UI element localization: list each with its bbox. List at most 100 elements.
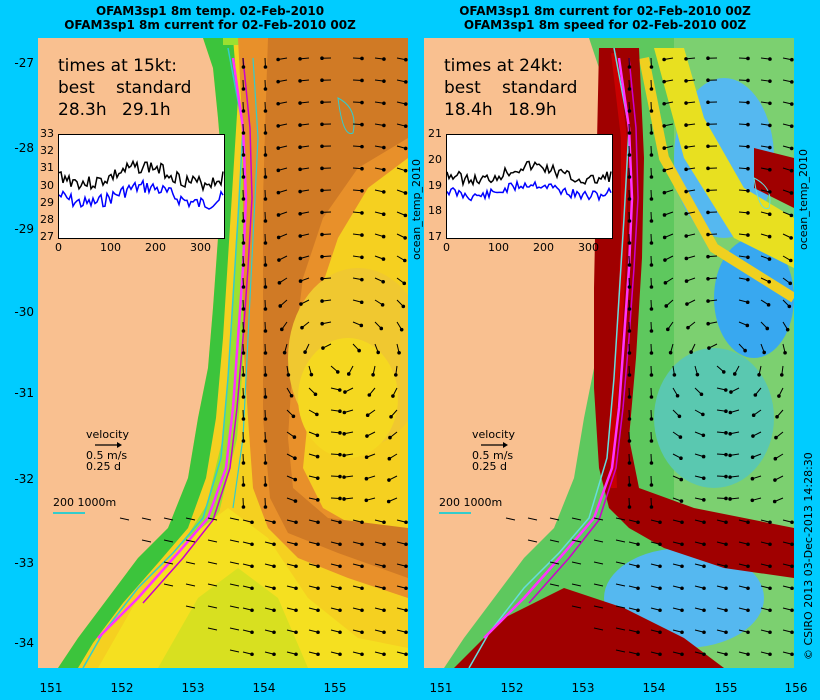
- velocity-arrow: [593, 627, 604, 631]
- velocity-arrow-head: [789, 191, 794, 195]
- velocity-arrow-head: [751, 413, 756, 418]
- velocity-arrow-head: [338, 409, 342, 414]
- velocity-arrow-head: [746, 255, 750, 260]
- velocity-arrow-head: [359, 323, 364, 328]
- velocity-arrow-head: [316, 520, 320, 525]
- velocity-arrow-head: [768, 145, 772, 150]
- velocity-arrow-head: [662, 213, 667, 217]
- velocity-arrow-head: [298, 189, 302, 194]
- velocity-arrow-head: [360, 78, 364, 83]
- y-tick-label: -31: [14, 386, 34, 400]
- velocity-arrow-head: [338, 586, 342, 591]
- velocity-arrow-head: [250, 652, 254, 657]
- velocity-arrow-head: [342, 475, 346, 479]
- x-tick-label: 153: [571, 681, 595, 695]
- right-col-standard: standard: [502, 78, 578, 98]
- velocity-arrow-head: [272, 520, 276, 525]
- velocity-arrow: [229, 649, 240, 653]
- velocity-arrow-head: [627, 373, 632, 377]
- x-tick-label: 151: [429, 681, 453, 695]
- inset-y-tick: 33: [40, 127, 54, 140]
- velocity-arrow-head: [788, 281, 793, 286]
- velocity-arrow-head: [276, 124, 281, 128]
- velocity-arrow-head: [401, 304, 406, 309]
- velocity-arrow-head: [313, 392, 318, 397]
- velocity-arrow-head: [662, 101, 666, 106]
- velocity-arrow-head: [649, 351, 654, 355]
- velocity-arrow-head: [382, 542, 386, 547]
- velocity-arrow-head: [298, 79, 302, 83]
- right-title-line1: OFAM3sp1 8m current for 02-Feb-2010 00Z: [459, 4, 751, 18]
- velocity-arrow-head: [767, 279, 771, 284]
- velocity-arrow-head: [684, 145, 688, 150]
- isobath-label: 200 1000m: [53, 496, 117, 509]
- velocity-arrow-head: [321, 346, 325, 350]
- right-velocity-time: 0.25 d: [472, 460, 507, 473]
- velocity-arrow-head: [241, 417, 246, 421]
- velocity-arrow-head: [387, 456, 392, 461]
- velocity-arrow-head: [768, 101, 772, 106]
- velocity-arrow-head: [768, 564, 772, 569]
- velocity-arrow-head: [767, 234, 772, 239]
- velocity-arrow-head: [320, 232, 324, 237]
- velocity-arrow-head: [276, 213, 281, 217]
- velocity-arrow-head: [745, 300, 750, 305]
- inset-y-tick: 27: [40, 230, 54, 243]
- velocity-arrow-head: [664, 304, 669, 308]
- velocity-arrow-head: [724, 542, 728, 547]
- velocity-arrow-head: [750, 476, 755, 481]
- velocity-arrow-head: [658, 652, 662, 657]
- velocity-arrow-head: [338, 608, 342, 613]
- left-map-panel[interactable]: times at 15kt: best standard 28.3h 29.1h…: [38, 38, 408, 668]
- velocity-arrow-head: [658, 630, 662, 635]
- velocity-arrow-head: [649, 439, 654, 443]
- velocity-arrow-head: [627, 439, 632, 443]
- velocity-arrow-head: [701, 476, 706, 480]
- velocity-arrow-head: [241, 219, 246, 223]
- velocity-arrow-head: [790, 586, 794, 591]
- inset-y-tick: 18: [428, 204, 442, 218]
- velocity-arrow-head: [338, 496, 342, 501]
- inset-x-tick: 100: [488, 241, 509, 254]
- velocity-arrow-head: [757, 372, 761, 377]
- velocity-arrow-head: [649, 241, 654, 245]
- velocity-arrow-head: [263, 241, 268, 245]
- right-map-panel[interactable]: times at 24kt: best standard 18.4h 18.9h…: [424, 38, 794, 668]
- velocity-arrow-head: [382, 652, 386, 657]
- velocity-arrow-head: [360, 652, 364, 657]
- inset-y-tick: 28: [40, 212, 54, 226]
- velocity-arrow: [527, 539, 538, 543]
- velocity-arrow: [185, 517, 196, 521]
- velocity-arrow-head: [360, 630, 364, 635]
- velocity-arrow: [505, 517, 516, 521]
- velocity-arrow-head: [241, 351, 246, 355]
- inset-y-tick: 17: [428, 230, 442, 243]
- velocity-arrow-head: [746, 277, 750, 282]
- velocity-arrow-head: [360, 100, 364, 105]
- velocity-arrow-head: [699, 392, 704, 397]
- velocity-arrow-head: [298, 211, 302, 216]
- velocity-arrow-head: [627, 175, 632, 179]
- velocity-arrow-head: [404, 630, 408, 635]
- velocity-arrow: [571, 605, 582, 609]
- velocity-arrow-head: [263, 153, 268, 157]
- velocity-arrow-head: [241, 197, 246, 201]
- velocity-arrow-head: [649, 109, 654, 113]
- velocity-arrow-head: [636, 542, 640, 547]
- inset-y-tick: 20: [428, 152, 442, 166]
- velocity-arrow-head: [241, 153, 246, 157]
- velocity-arrow-head: [684, 79, 688, 83]
- velocity-arrow-head: [403, 124, 408, 129]
- velocity-arrow-head: [241, 329, 246, 333]
- velocity-arrow-head: [729, 390, 733, 394]
- velocity-arrow-head: [746, 564, 750, 569]
- velocity-arrow-head: [767, 212, 772, 217]
- right-isobath-line: [439, 512, 471, 514]
- velocity-arrow-head: [360, 166, 364, 171]
- velocity-arrow-head: [680, 586, 684, 591]
- x-tick-label: 153: [181, 681, 205, 695]
- velocity-arrow-head: [286, 373, 291, 377]
- velocity-arrow: [615, 649, 626, 653]
- velocity-arrow-head: [746, 211, 750, 215]
- velocity-arrow-head: [662, 124, 667, 128]
